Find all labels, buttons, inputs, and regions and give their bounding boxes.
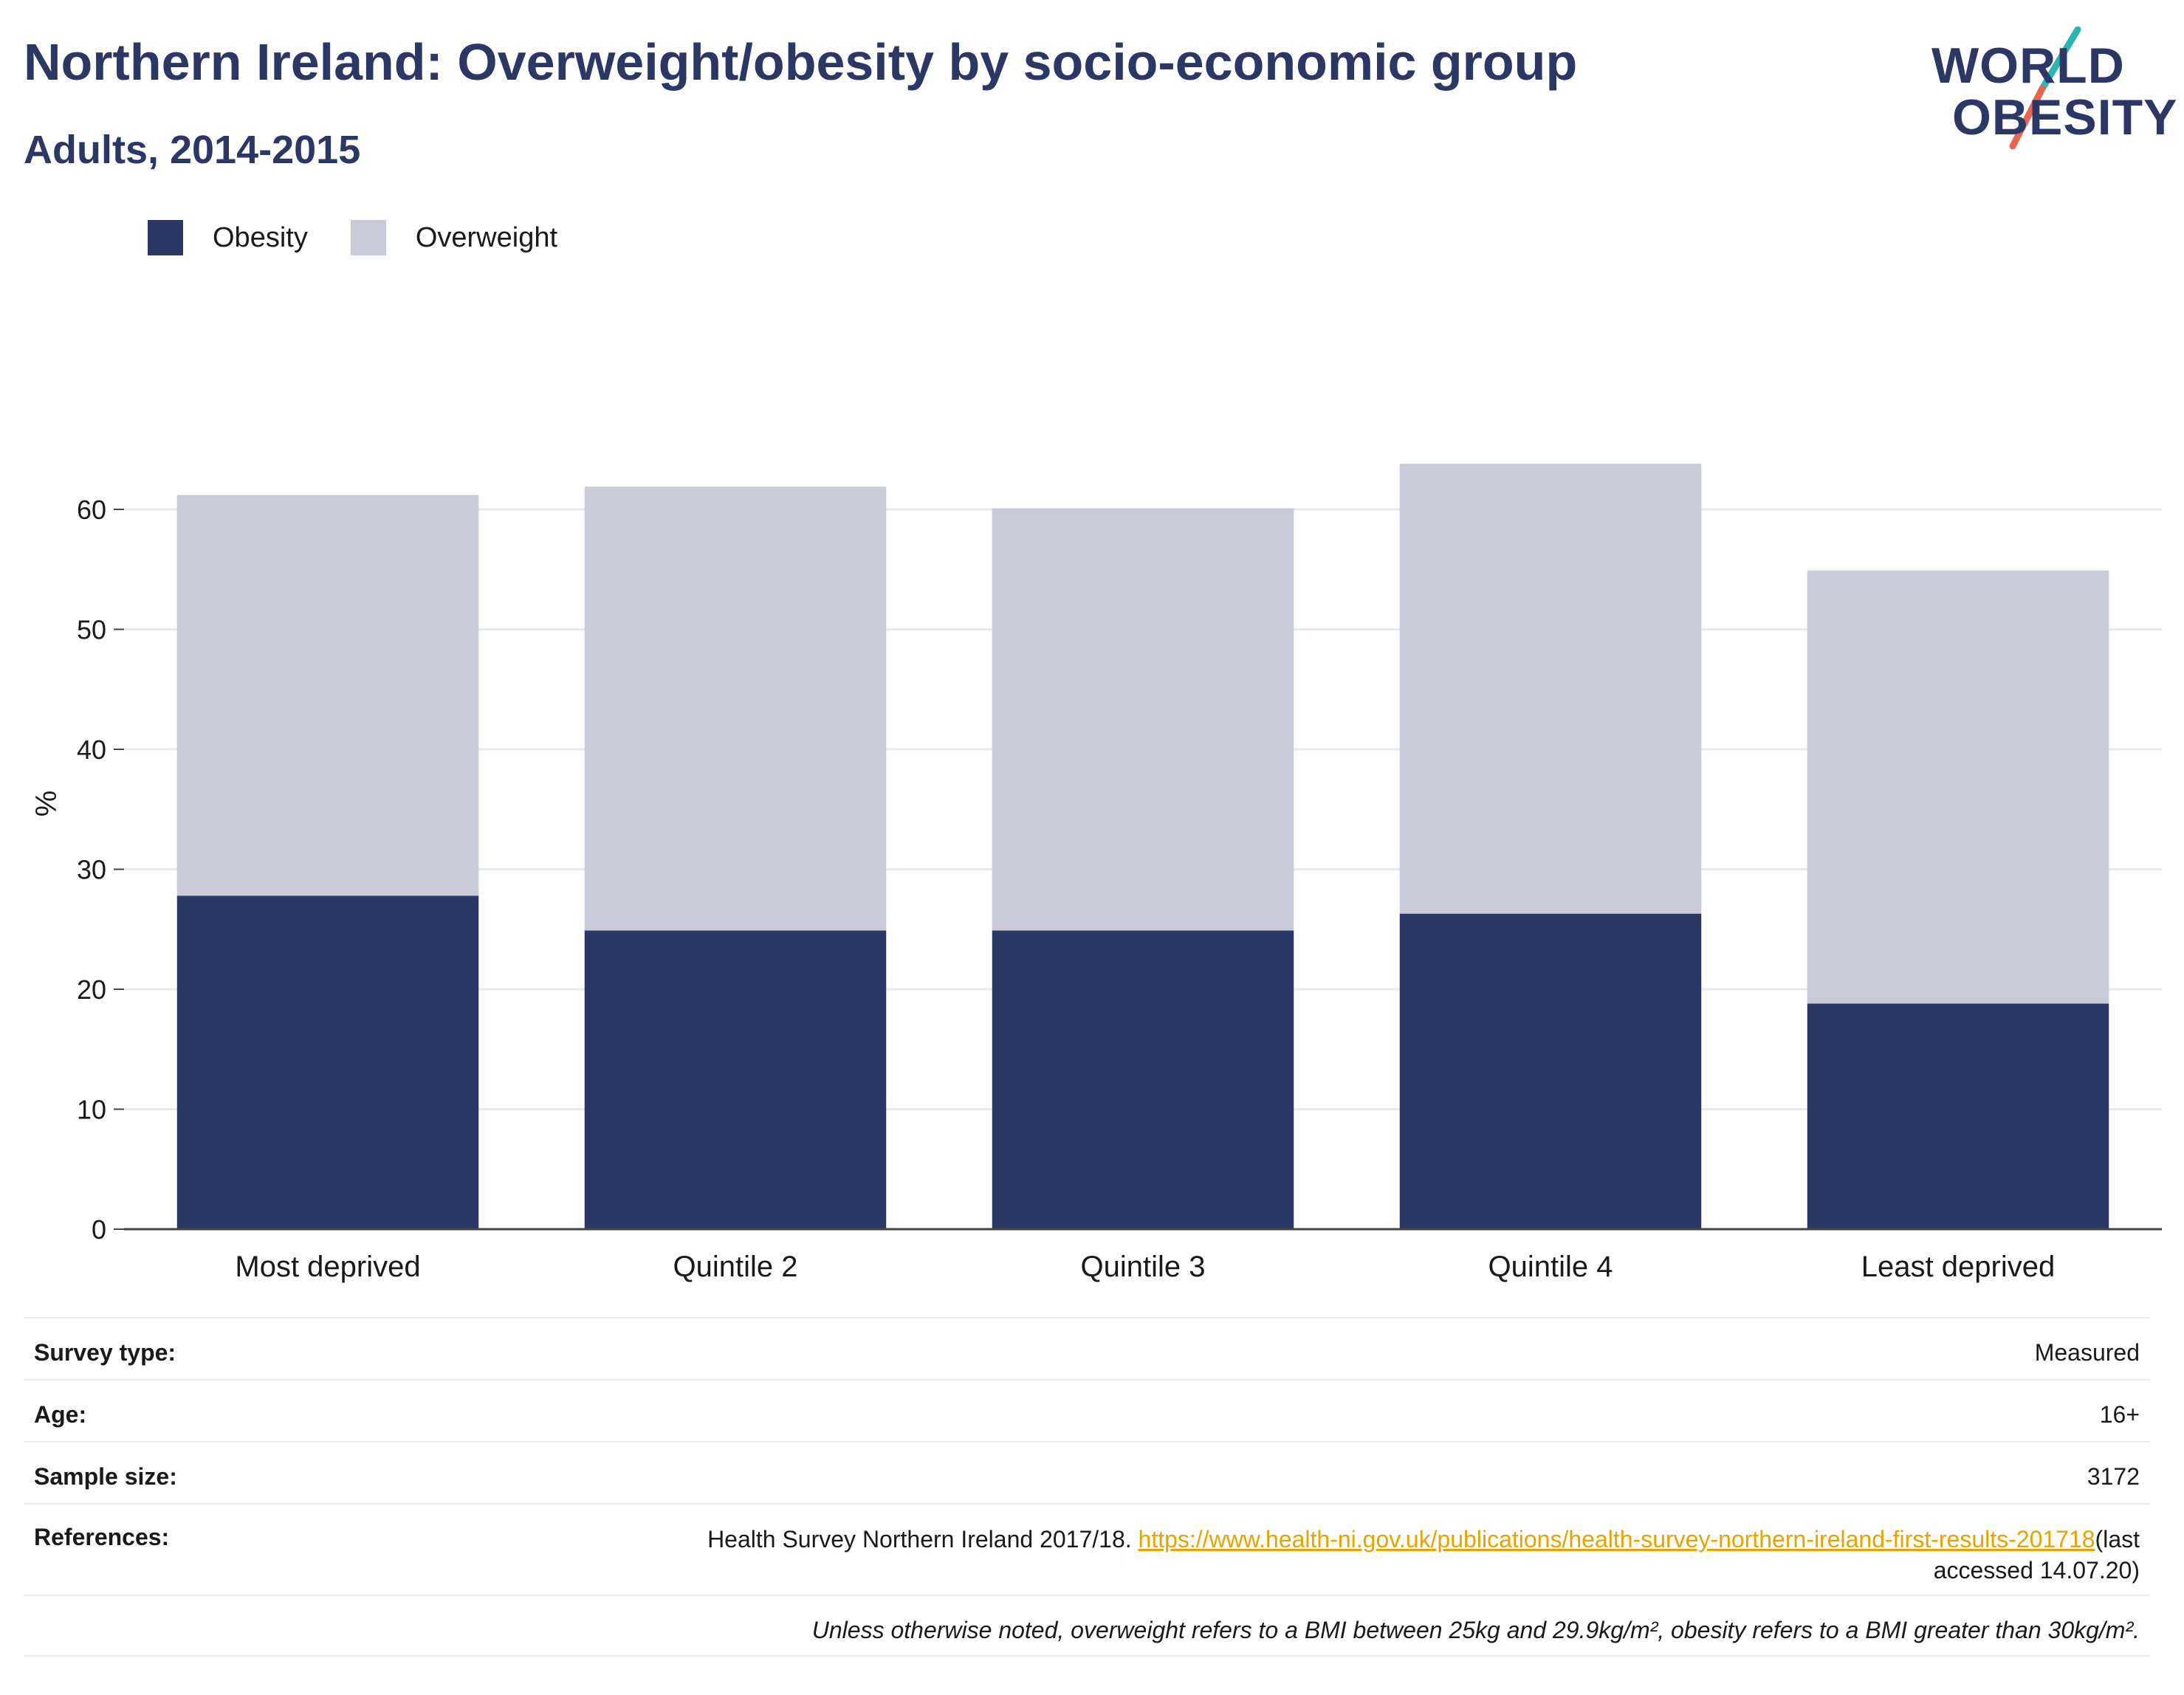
- references-link[interactable]: https://www.health-ni.gov.uk/publication…: [1138, 1526, 2095, 1553]
- y-axis-label: %: [30, 791, 63, 817]
- bar-obesity-2[interactable]: [992, 930, 1294, 1229]
- references-label: References:: [34, 1524, 170, 1550]
- world-obesity-logo: WORLD OBESITY: [1931, 27, 2177, 152]
- logo-world-text: WORLD: [1931, 38, 2125, 94]
- logo-slash-icon: [2009, 27, 2081, 150]
- stacked-bar-chart: 0 10 20 30 40 50 60 Most deprived Quintile 2 Quin…: [30, 464, 2162, 1283]
- references-suffix: (last accessed 14.07.20): [1933, 1526, 2140, 1584]
- definition-note: Unless otherwise noted, overweight refer…: [811, 1617, 2140, 1643]
- bar-overweight-0[interactable]: [176, 495, 479, 896]
- references-value: Health Survey Northern Ireland 2017/18. …: [633, 1524, 2140, 1586]
- age-value: 16+: [2099, 1401, 2140, 1428]
- legend-item-overweight[interactable]: Overweight: [350, 220, 558, 255]
- bar-obesity-1[interactable]: [584, 930, 887, 1229]
- references-row: References: Health Survey Northern Irela…: [24, 1503, 2150, 1595]
- y-tick-label: 40: [77, 735, 106, 765]
- survey-type-row: Survey type: Measured: [24, 1317, 2150, 1379]
- survey-type-value: Measured: [2034, 1339, 2140, 1366]
- logo-obesity-text: OBESITY: [1952, 89, 2178, 145]
- sample-size-row: Sample size: 3172: [24, 1441, 2150, 1503]
- x-tick-label: Most deprived: [235, 1251, 420, 1283]
- x-tick-label: Least deprived: [1861, 1251, 2055, 1283]
- chart-legend: Obesity Overweight: [148, 220, 600, 255]
- y-tick-label: 30: [77, 855, 106, 885]
- bar-overweight-1[interactable]: [584, 487, 887, 931]
- y-tick-label: 0: [92, 1214, 106, 1245]
- legend-label-overweight: Overweight: [415, 221, 558, 253]
- chart-subtitle: Adults, 2014-2015: [24, 128, 361, 172]
- sample-size-label: Sample size:: [34, 1463, 177, 1490]
- bar-overweight-2[interactable]: [992, 508, 1294, 931]
- x-tick-label: Quintile 4: [1488, 1251, 1613, 1283]
- sample-size-value: 3172: [2087, 1463, 2140, 1490]
- legend-swatch-overweight: [350, 220, 386, 255]
- y-tick-label: 60: [77, 495, 106, 525]
- legend-label-obesity: Obesity: [213, 221, 308, 253]
- bar-overweight-4[interactable]: [1807, 570, 2109, 1004]
- x-tick-label: Quintile 2: [673, 1251, 798, 1283]
- definition-note-row: Unless otherwise noted, overweight refer…: [24, 1595, 2150, 1657]
- bar-obesity-0[interactable]: [176, 895, 479, 1229]
- survey-type-label: Survey type:: [34, 1339, 176, 1366]
- bar-overweight-3[interactable]: [1399, 464, 1702, 914]
- survey-details-table: Survey type: Measured Age: 16+ Sample si…: [24, 1317, 2150, 1657]
- y-tick-label: 10: [77, 1095, 106, 1125]
- legend-item-obesity[interactable]: Obesity: [148, 220, 308, 255]
- chart-bars: [176, 464, 2109, 1230]
- legend-swatch-obesity: [148, 220, 183, 255]
- bar-obesity-4[interactable]: [1807, 1003, 2109, 1230]
- chart-title: Northern Ireland: Overweight/obesity by …: [24, 33, 1578, 91]
- age-row: Age: 16+: [24, 1379, 2150, 1441]
- y-tick-label: 20: [77, 974, 106, 1005]
- x-tick-label: Quintile 3: [1081, 1251, 1206, 1283]
- chart-axes: 0 10 20 30 40 50 60 Most deprived Quintile 2 Quin…: [30, 495, 2162, 1283]
- references-text: Health Survey Northern Ireland 2017/18.: [707, 1526, 1139, 1553]
- bar-obesity-3[interactable]: [1399, 913, 1702, 1229]
- y-tick-label: 50: [77, 615, 106, 645]
- age-label: Age:: [34, 1401, 87, 1428]
